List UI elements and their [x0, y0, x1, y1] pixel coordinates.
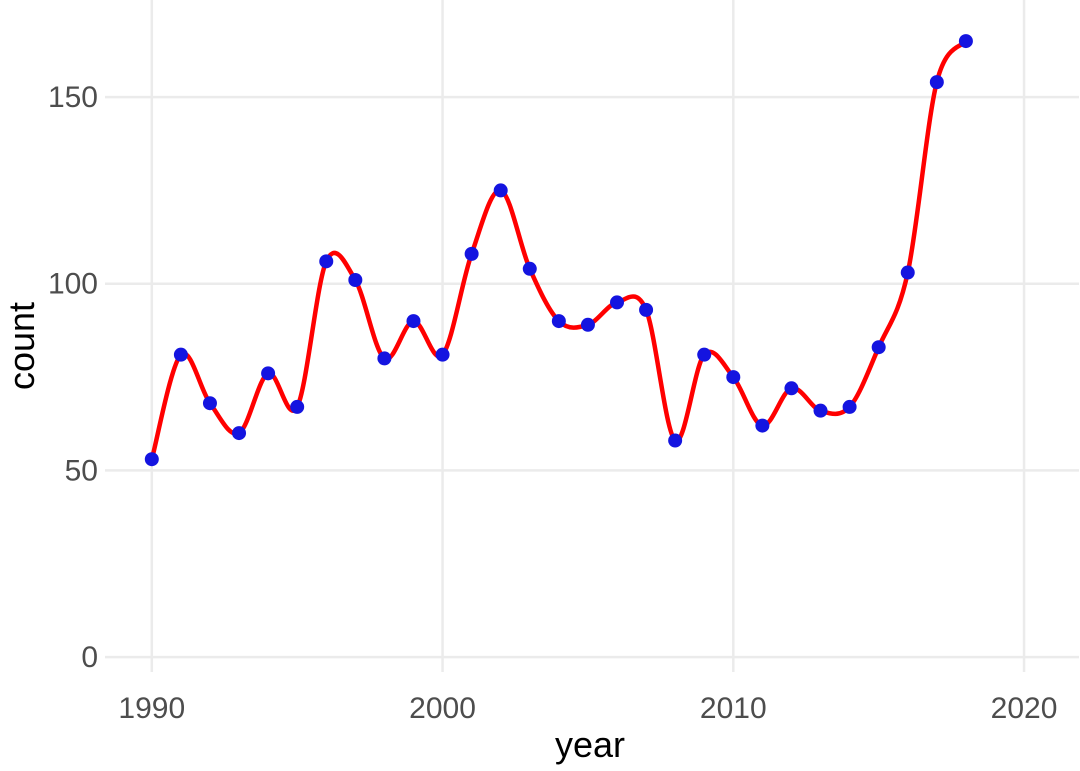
x-axis-tick-labels: 1990 2000 2010 2020 — [118, 692, 1057, 725]
data-point-2010 — [726, 370, 741, 385]
data-point-1994 — [261, 366, 276, 381]
data-point-2007 — [639, 302, 654, 317]
gridlines — [105, 0, 1079, 672]
x-tick-label-2010: 2010 — [700, 692, 767, 725]
data-point-1997 — [348, 273, 363, 287]
data-points — [144, 34, 973, 467]
data-point-2015 — [871, 340, 886, 355]
data-point-2003 — [522, 261, 537, 276]
data-point-2004 — [551, 314, 566, 329]
data-point-1992 — [202, 396, 217, 411]
data-point-1995 — [290, 399, 305, 414]
data-point-2001 — [464, 246, 479, 261]
data-point-2014 — [842, 399, 857, 414]
data-point-1993 — [232, 426, 247, 441]
data-point-2011 — [755, 418, 770, 433]
data-point-2018 — [958, 34, 973, 49]
y-tick-label-100: 100 — [48, 268, 98, 301]
data-point-2005 — [580, 317, 595, 332]
y-tick-label-0: 0 — [81, 641, 98, 674]
data-point-2006 — [610, 295, 625, 310]
data-point-1990 — [144, 452, 159, 467]
x-tick-label-2020: 2020 — [991, 692, 1058, 725]
y-axis-tick-labels: 0 50 100 150 — [48, 81, 98, 674]
data-point-2000 — [435, 347, 450, 362]
y-axis-title: count — [1, 302, 42, 390]
y-tick-label-150: 150 — [48, 81, 98, 114]
data-point-2012 — [784, 381, 799, 396]
data-point-2016 — [900, 265, 915, 280]
x-tick-label-2000: 2000 — [409, 692, 476, 725]
data-point-2002 — [493, 183, 508, 198]
data-point-2008 — [668, 433, 683, 448]
x-tick-label-1990: 1990 — [118, 692, 185, 725]
data-point-2013 — [813, 403, 828, 418]
data-point-2009 — [697, 347, 712, 362]
series-line — [149, 38, 969, 462]
data-point-1998 — [377, 351, 392, 366]
data-point-1996 — [319, 254, 334, 269]
data-point-1991 — [173, 347, 188, 362]
data-point-1999 — [406, 314, 421, 329]
y-tick-label-50: 50 — [65, 454, 98, 487]
data-point-2017 — [929, 75, 944, 90]
x-axis-title: year — [555, 724, 625, 765]
